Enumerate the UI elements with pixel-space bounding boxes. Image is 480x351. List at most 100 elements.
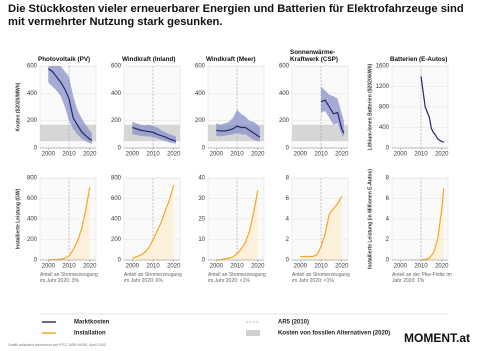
footnote: Anteil an Stromerzeugung im Jahr 2020: 6… (124, 272, 182, 284)
y-axis-label: Kosten ($2020/MWh) (15, 82, 21, 131)
installation-area (132, 184, 174, 260)
y-tick-label: 30 (198, 196, 205, 202)
x-tick-label: 2010 (146, 152, 160, 158)
x-tick-label: 2010 (62, 152, 76, 158)
x-tick-label: 2000 (42, 264, 56, 270)
y-tick-label: 8 (286, 176, 290, 182)
x-tick-label: 2010 (414, 152, 428, 158)
fossil-range (292, 124, 348, 142)
panel-title: Windkraft (Meer) (206, 56, 256, 63)
x-tick-label: 2000 (394, 152, 408, 158)
line (132, 184, 175, 259)
y-tick-label: 4 (286, 217, 290, 223)
y-tick-label: 0 (34, 258, 38, 264)
y-tick-label: 0 (202, 258, 206, 264)
x-tick-label: 2020 (83, 264, 97, 270)
y-tick-label: 0 (118, 258, 122, 264)
y-tick-label: 0 (118, 146, 122, 152)
y-tick-label: 2 (386, 237, 390, 243)
y-tick-label: 200 (195, 118, 206, 124)
x-tick-label: 2000 (126, 264, 140, 270)
y-tick-label: 400 (195, 91, 206, 97)
y-tick-label: 1200 (376, 84, 390, 90)
x-tick-label: 2000 (394, 264, 408, 270)
x-tick-label: 2020 (335, 152, 349, 158)
line (216, 190, 259, 261)
x-tick-label: 2010 (62, 264, 76, 270)
x-tick-label: 2010 (230, 264, 244, 270)
line (300, 196, 343, 258)
legend-label: AR5 (2010) (278, 320, 309, 326)
y-tick-label: 600 (279, 64, 290, 70)
panel-title: Photovoltaik (PV) (38, 56, 91, 63)
source: Grafik adaptiert basierend auf IPCC AR6 … (8, 343, 106, 347)
legend-label: Installation (74, 331, 106, 337)
x-tick-label: 2020 (335, 264, 349, 270)
logo: MOMENT.at (404, 331, 470, 345)
cost-range (216, 109, 260, 142)
y-tick-label: 200 (27, 118, 38, 124)
line (47, 68, 93, 141)
x-tick-label: 2020 (435, 152, 449, 158)
x-tick-label: 2020 (251, 264, 265, 270)
y-tick-label: 200 (27, 237, 38, 243)
panel-title: Windkraft (Inland) (122, 56, 176, 63)
y-axis-label: Installierte Leistung (in Millionen E-Au… (367, 169, 373, 269)
y-tick-label: 600 (27, 64, 38, 70)
y-tick-label: 8 (386, 176, 390, 182)
installation-area (300, 196, 342, 260)
panel-title: Sonnenwärme-Kraftwerk (CSP) (290, 49, 338, 63)
x-tick-label: 2010 (314, 264, 328, 270)
y-tick-label: 600 (111, 64, 122, 70)
line (420, 76, 445, 143)
legend-swatch (246, 330, 260, 336)
line (320, 99, 345, 134)
y-tick-label: 200 (111, 237, 122, 243)
line (48, 187, 91, 261)
y-tick-label: 0 (286, 146, 290, 152)
installation-area (216, 190, 258, 260)
y-tick-label: 400 (279, 91, 290, 97)
y-tick-label: 0 (386, 146, 390, 152)
legend-label: Marktkosten (74, 320, 110, 326)
y-tick-label: 4 (386, 217, 390, 223)
line (216, 125, 261, 138)
footnote: Anteil an der Pkw-Flotte im Jahr 2020: 1… (392, 272, 452, 284)
y-tick-label: 20 (198, 217, 205, 223)
x-tick-label: 2020 (435, 264, 449, 270)
y-tick-label: 6 (386, 196, 390, 202)
y-tick-label: 600 (27, 196, 38, 202)
y-tick-label: 0 (34, 146, 38, 152)
x-tick-label: 2020 (167, 264, 181, 270)
y-tick-label: 800 (379, 105, 390, 111)
y-tick-label: 400 (111, 91, 122, 97)
y-tick-label: 0 (286, 258, 290, 264)
installation-area (421, 188, 444, 260)
legend-label: Kosten von fossilen Alternativen (2020) (278, 331, 390, 337)
y-tick-label: 600 (195, 64, 206, 70)
x-tick-label: 2000 (126, 152, 140, 158)
x-tick-label: 2010 (314, 152, 328, 158)
x-tick-label: 2000 (210, 264, 224, 270)
x-tick-label: 2010 (230, 152, 244, 158)
y-tick-label: 600 (111, 196, 122, 202)
panel-title: Batterien (E-Autos) (390, 56, 448, 63)
y-axis-label: Lithium-Ionen Batterien ($2020/kWh) (367, 63, 373, 150)
y-tick-label: 800 (111, 176, 122, 182)
footnote: Anteil an Stromerzeugung im Jahr 2020: <… (292, 272, 350, 284)
y-tick-label: 2 (286, 237, 290, 243)
footnote: Anteil an Stromerzeugung im Jahr 2020: <… (208, 272, 266, 284)
y-tick-label: 6 (286, 196, 290, 202)
y-tick-label: 40 (198, 176, 205, 182)
x-tick-label: 2000 (294, 264, 308, 270)
x-tick-label: 2020 (167, 152, 181, 158)
y-tick-label: 400 (111, 217, 122, 223)
y-tick-label: 400 (27, 217, 38, 223)
x-tick-label: 2020 (251, 152, 265, 158)
y-tick-label: 200 (279, 118, 290, 124)
x-tick-label: 2000 (210, 152, 224, 158)
title: Die Stückkosten vieler erneuerbarer Ener… (8, 3, 464, 28)
installation-area (48, 187, 90, 260)
x-tick-label: 2010 (146, 264, 160, 270)
